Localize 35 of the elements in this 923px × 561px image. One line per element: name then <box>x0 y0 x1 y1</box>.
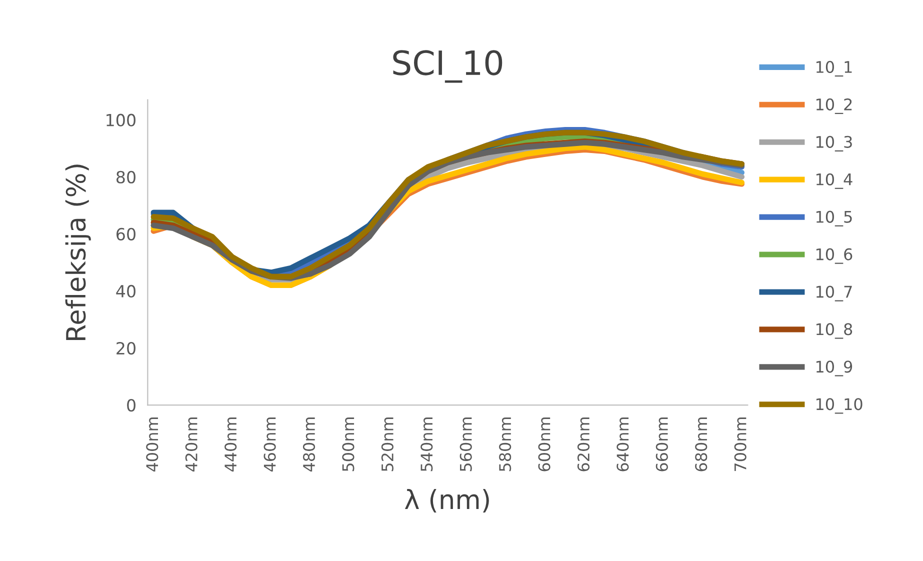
legend-label: 10_4 <box>816 173 852 189</box>
x-tick-label: 600nm <box>538 418 550 472</box>
legend-label: 10_6 <box>816 248 852 264</box>
x-tick-label: 520nm <box>381 418 394 472</box>
y-tick-label: 80 <box>116 170 136 184</box>
x-tick-label: 400nm <box>146 418 158 472</box>
x-tick-label: 560nm <box>460 418 472 472</box>
x-tick-label: 500nm <box>342 418 354 472</box>
y-tick-label: 40 <box>116 284 136 298</box>
x-tick-label: 700nm <box>734 418 746 472</box>
legend-label: 10_9 <box>816 360 852 376</box>
legend-label: 10_5 <box>816 210 852 226</box>
x-tick-label: 640nm <box>616 418 629 472</box>
y-tick-label: 100 <box>106 114 136 126</box>
legend-label: 10_2 <box>816 98 852 114</box>
x-tick-label: 580nm <box>499 418 512 472</box>
chart-title: SCI_10 <box>393 50 502 83</box>
x-tick-label: 620nm <box>577 418 590 472</box>
x-tick-label: 680nm <box>695 418 708 472</box>
x-axis-title: λ (nm) <box>404 488 489 513</box>
y-tick-label: 20 <box>116 342 136 355</box>
x-tick-label: 540nm <box>420 418 433 472</box>
x-tick-label: 480nm <box>302 418 316 472</box>
x-tick-label: 460nm <box>264 418 276 472</box>
legend-label: 10_7 <box>816 286 852 302</box>
y-tick-label: 0 <box>127 399 136 412</box>
legend-label: 10_3 <box>816 136 852 152</box>
x-tick-label: 660nm <box>656 418 668 472</box>
x-tick-label: 440nm <box>224 418 237 472</box>
legend-label: 10_10 <box>816 398 862 414</box>
y-axis-title: Refleksija (%) <box>65 164 91 340</box>
y-tick-label: 60 <box>116 228 136 240</box>
legend-label: 10_1 <box>816 60 852 77</box>
legend-label: 10_8 <box>816 323 852 339</box>
x-tick-label: 420nm <box>185 418 198 472</box>
